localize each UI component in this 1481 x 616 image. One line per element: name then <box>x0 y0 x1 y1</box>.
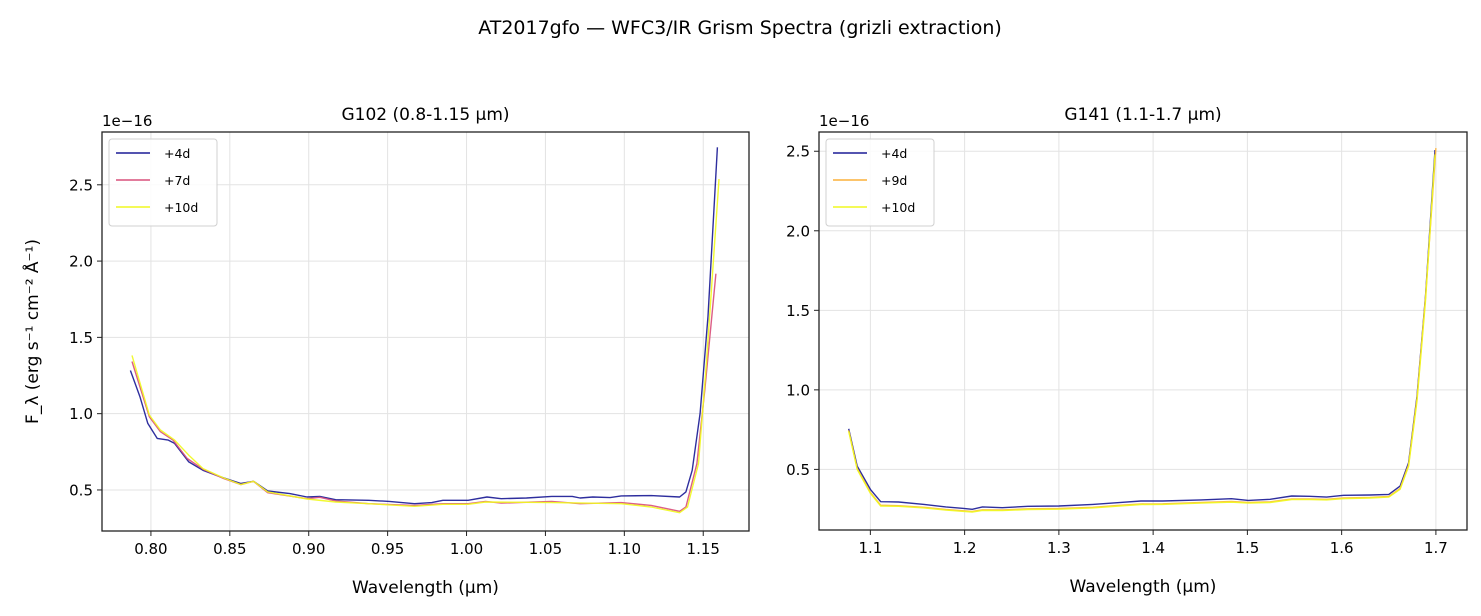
x-axis-label: Wavelength (μm) <box>1070 577 1217 597</box>
y-tick-label: 2.5 <box>69 176 93 194</box>
y-offset-label: 1e−16 <box>102 112 152 130</box>
axes-frame <box>101 131 750 532</box>
x-tick-label: 0.85 <box>213 540 246 558</box>
axes-title: G102 (0.8-1.15 μm) <box>341 105 509 125</box>
x-tick-label: 1.7 <box>1424 539 1448 557</box>
figure-title: AT2017gfo — WFC3/IR Grism Spectra (grizl… <box>478 17 1002 39</box>
y-tick-label: 2.0 <box>786 222 810 240</box>
y-tick-label: 0.5 <box>69 481 93 499</box>
x-tick-label: 1.6 <box>1330 539 1354 557</box>
x-tick-label: 1.2 <box>953 539 977 557</box>
x-tick-label: 0.80 <box>134 540 167 558</box>
x-tick-label: 1.3 <box>1047 539 1071 557</box>
series-line-plus-10d <box>131 179 720 514</box>
series-line-plus-10d <box>848 154 1436 513</box>
series-line-plus-4d <box>848 149 1436 510</box>
x-axis-label: Wavelength (μm) <box>352 578 499 598</box>
x-tick-label: 0.90 <box>292 540 325 558</box>
x-tick-label: 1.00 <box>450 540 483 558</box>
x-tick-label: 0.95 <box>371 540 404 558</box>
y-tick-label: 1.0 <box>786 381 810 399</box>
legend-label: +10d <box>164 200 198 215</box>
x-tick-label: 1.5 <box>1235 539 1259 557</box>
axes-frame <box>818 131 1468 531</box>
y-tick-label: 1.0 <box>69 405 93 423</box>
legend-label: +9d <box>881 173 907 188</box>
axes-g141: 1.1 1.2 1.3 1.4 1.5 1.6 1.7 0.5 1.0 1.5 2.0 2.5 1e−1… <box>786 105 1468 597</box>
legend-label: +7d <box>164 173 190 188</box>
legend-box <box>108 138 218 227</box>
legend-box <box>825 138 935 227</box>
series-line-plus-4d <box>129 147 719 505</box>
y-offset-label: 1e−16 <box>819 112 869 130</box>
y-axis-label: F_λ (erg s⁻¹ cm⁻² Å⁻¹) <box>21 239 43 424</box>
x-tick-label: 1.1 <box>858 539 882 557</box>
legend-label: +4d <box>881 146 907 161</box>
axes-title: G141 (1.1-1.7 μm) <box>1064 105 1221 125</box>
legend-label: +4d <box>164 146 190 161</box>
y-tick-label: 0.5 <box>786 461 810 479</box>
legend-label: +10d <box>881 200 915 215</box>
y-tick-label: 2.0 <box>69 253 93 271</box>
legend: +4d +9d +10d <box>825 138 935 227</box>
x-tick-label: 1.15 <box>687 540 720 558</box>
y-tick-label: 1.5 <box>69 329 93 347</box>
y-tick-label: 2.5 <box>786 143 810 161</box>
x-tick-label: 1.05 <box>529 540 562 558</box>
legend: +4d +7d +10d <box>108 138 218 227</box>
y-tick-label: 1.5 <box>786 302 810 320</box>
x-tick-label: 1.4 <box>1141 539 1165 557</box>
x-tick-label: 1.10 <box>608 540 641 558</box>
axes-g102: 0.80 0.85 0.90 0.95 1.00 1.05 1.10 1.15 0.5 1.0 1.… <box>21 105 750 598</box>
series-line-plus-9d <box>848 148 1437 513</box>
